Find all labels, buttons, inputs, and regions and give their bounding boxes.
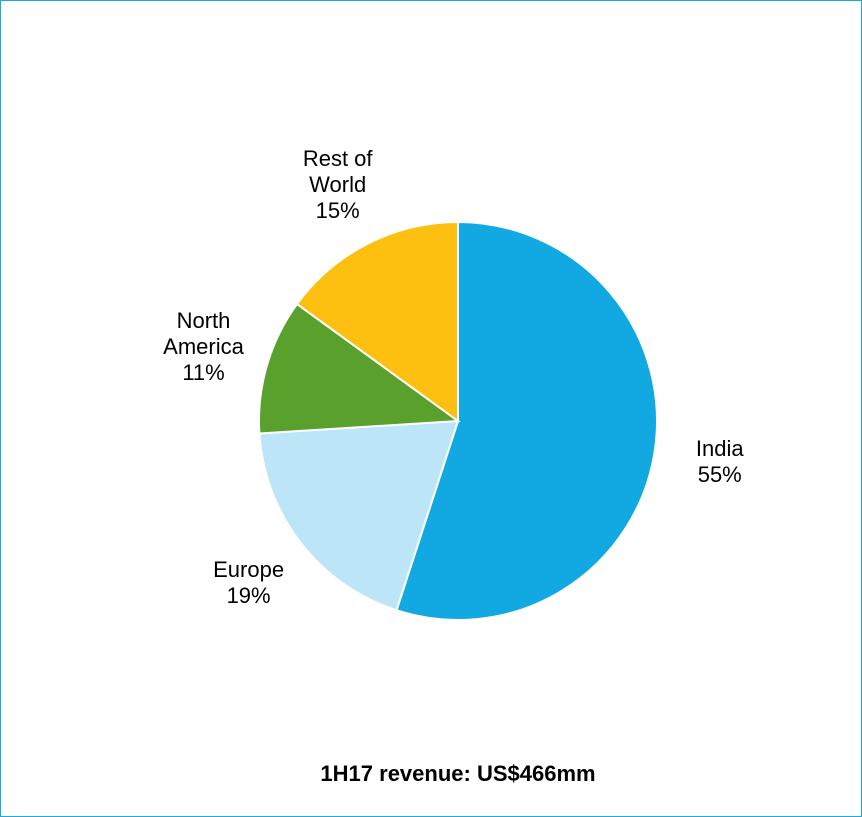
value-label: 15% bbox=[315, 197, 360, 223]
category-label: Europe bbox=[213, 557, 285, 583]
value-label: 11% bbox=[182, 360, 225, 386]
slice-label: Europe 19% bbox=[194, 557, 304, 609]
slice bbox=[258, 419, 460, 612]
slice-label: North America 11% bbox=[149, 308, 259, 386]
category-label: Rest of World bbox=[302, 145, 373, 197]
slice bbox=[295, 220, 459, 423]
category-label: North America bbox=[163, 308, 244, 360]
slice-label: Rest of World 15% bbox=[283, 146, 393, 224]
category-label: India bbox=[695, 436, 744, 462]
value-label: 55% bbox=[697, 462, 742, 488]
slice bbox=[258, 302, 461, 435]
chart-title: 1H17 revenue: US$466mm bbox=[320, 761, 596, 786]
slice-label: India 55% bbox=[665, 436, 775, 488]
value-label: 19% bbox=[226, 583, 271, 609]
slice bbox=[395, 220, 658, 621]
